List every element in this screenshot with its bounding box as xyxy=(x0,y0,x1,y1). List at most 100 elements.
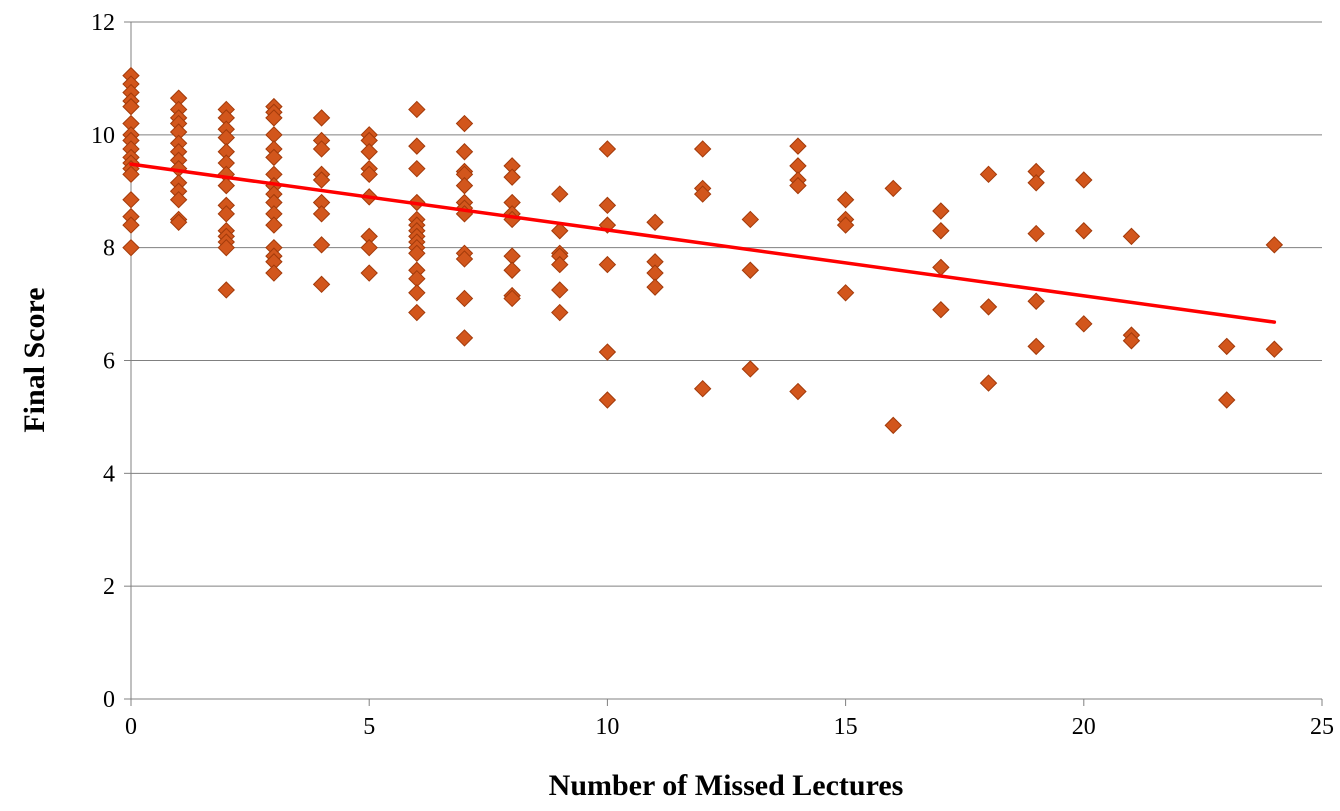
data-point xyxy=(360,165,378,184)
data-point xyxy=(1075,222,1093,240)
data-point xyxy=(1218,391,1236,409)
data-point xyxy=(360,143,378,161)
data-point xyxy=(1027,174,1045,192)
data-point xyxy=(789,176,807,195)
data-point xyxy=(455,114,474,133)
data-point xyxy=(932,258,950,277)
y-tick-label: 10 xyxy=(91,123,115,149)
data-point xyxy=(217,238,235,257)
x-tick-label: 5 xyxy=(363,714,375,740)
data-point xyxy=(265,216,283,234)
data-point xyxy=(551,281,569,299)
data-point xyxy=(265,264,283,282)
y-tick-label: 12 xyxy=(91,10,115,36)
data-point xyxy=(503,261,521,279)
tick-labels: 0 2 4 6 8 10 12 0 5 10 15 20 25 xyxy=(91,10,1334,740)
data-point xyxy=(551,185,569,203)
data-point xyxy=(455,289,474,308)
data-point xyxy=(598,343,617,361)
data-point xyxy=(408,284,426,302)
trendline-layer xyxy=(129,162,1277,324)
data-point xyxy=(265,148,283,167)
data-point xyxy=(503,168,521,186)
data-point xyxy=(598,196,617,215)
data-point xyxy=(551,303,569,322)
data-point xyxy=(408,303,426,322)
data-point xyxy=(408,159,426,178)
data-point xyxy=(122,97,140,116)
data-point xyxy=(1218,337,1236,356)
data-point xyxy=(1122,332,1141,350)
data-point xyxy=(979,374,998,392)
x-tick-label: 20 xyxy=(1072,714,1096,740)
data-point xyxy=(1027,224,1045,243)
data-point xyxy=(312,236,331,254)
data-point xyxy=(122,216,140,234)
data-point xyxy=(503,289,521,308)
data-point xyxy=(693,380,712,398)
data-point xyxy=(979,298,998,316)
data-point xyxy=(1075,315,1093,333)
data-point xyxy=(455,329,474,347)
data-point xyxy=(836,216,855,234)
data-point xyxy=(312,205,331,223)
data-point xyxy=(122,238,140,257)
data-point xyxy=(884,416,902,435)
data-point xyxy=(1265,340,1284,358)
data-point xyxy=(598,140,617,158)
data-point xyxy=(932,301,950,319)
axes xyxy=(124,21,1323,706)
y-tick-label: 8 xyxy=(103,236,115,262)
data-point xyxy=(217,176,235,195)
data-point xyxy=(1027,337,1045,356)
x-tick-label: 10 xyxy=(595,714,619,740)
data-point xyxy=(646,213,664,231)
data-point xyxy=(408,100,426,119)
gridlines xyxy=(131,21,1322,587)
data-point xyxy=(1265,236,1284,254)
data-point xyxy=(265,109,283,127)
x-axis-title: Number of Missed Lectures xyxy=(549,769,904,802)
data-point xyxy=(551,222,569,240)
y-tick-label: 6 xyxy=(103,349,115,375)
data-point xyxy=(789,382,807,401)
data-point xyxy=(169,213,188,231)
data-point xyxy=(360,238,378,257)
data-point xyxy=(741,360,760,378)
data-point xyxy=(932,202,950,220)
data-point xyxy=(217,281,235,299)
data-point xyxy=(598,255,617,274)
data-point xyxy=(408,137,426,155)
data-point xyxy=(217,205,235,223)
x-tick-label: 25 xyxy=(1310,714,1334,740)
data-point xyxy=(741,261,760,279)
data-point xyxy=(789,137,807,155)
data-point xyxy=(312,275,331,294)
data-point xyxy=(551,255,569,274)
data-point xyxy=(360,264,378,282)
data-point xyxy=(932,222,950,240)
x-tick-label: 15 xyxy=(834,714,858,740)
data-point xyxy=(408,244,426,263)
data-point xyxy=(693,185,712,203)
data-point xyxy=(455,143,474,161)
data-point xyxy=(836,284,855,302)
data-point xyxy=(312,171,331,189)
x-tick-label: 0 xyxy=(125,714,137,740)
trendline xyxy=(129,162,1277,324)
data-point xyxy=(312,109,331,127)
data-point xyxy=(741,210,760,229)
data-point xyxy=(455,176,474,195)
data-point xyxy=(884,179,902,198)
y-tick-label: 0 xyxy=(103,687,115,713)
data-point xyxy=(646,278,664,296)
data-point xyxy=(1075,171,1093,189)
y-axis-title: Final Score xyxy=(18,287,51,432)
data-point xyxy=(169,191,188,209)
data-points xyxy=(122,66,1284,435)
data-point xyxy=(598,391,617,409)
data-point xyxy=(1122,227,1141,246)
data-point xyxy=(312,140,331,158)
